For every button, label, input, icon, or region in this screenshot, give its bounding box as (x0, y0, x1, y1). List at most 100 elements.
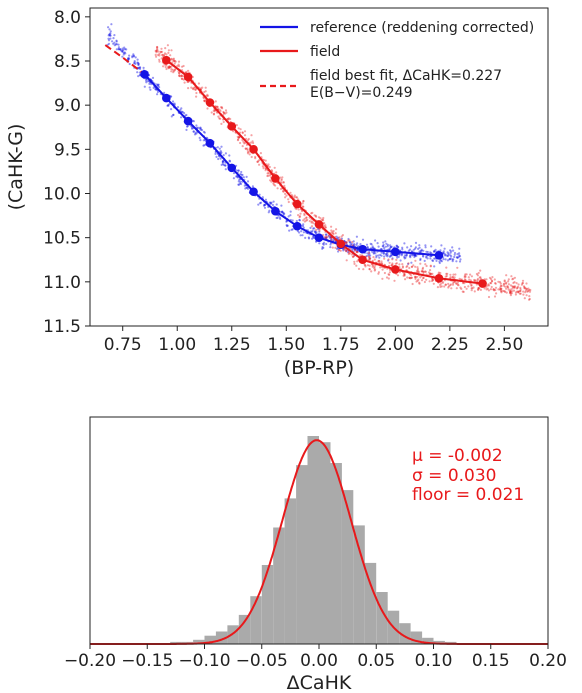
field-star (218, 117, 221, 120)
reference-star (185, 113, 188, 117)
field-star (398, 263, 401, 266)
histogram-panel: −0.20 −0.15 −0.10 −0.05 0.00 0.05 0.10 0.15 0.20… (64, 416, 567, 693)
reference-star (275, 216, 278, 220)
reference-star (109, 34, 112, 37)
field-star (219, 117, 222, 120)
field-star (155, 50, 158, 53)
field-star (523, 286, 526, 289)
field-star (419, 262, 422, 265)
field-star (518, 292, 522, 295)
field-star (472, 286, 475, 289)
reference-star (354, 248, 357, 251)
field-star (499, 282, 502, 285)
field-star (410, 265, 414, 268)
field-star (372, 264, 375, 267)
reference-star (401, 246, 404, 249)
reference-star (337, 236, 340, 239)
reference-star (389, 244, 392, 247)
hist-x-tick-label: 0.15 (472, 651, 510, 671)
field-star (264, 169, 267, 172)
reference-star (419, 257, 422, 260)
field-star (222, 118, 225, 121)
stat-mu: μ = -0.002 (412, 446, 503, 466)
field-star (420, 270, 424, 273)
reference-star (369, 254, 372, 257)
field-star (370, 270, 373, 273)
reference-star (296, 230, 299, 233)
field-star (322, 219, 325, 222)
field-star (417, 278, 420, 281)
reference-star (414, 247, 417, 250)
field-star (420, 279, 424, 282)
reference-star (245, 175, 248, 178)
reference-star (190, 126, 193, 129)
reference-star (117, 46, 120, 49)
reference-star (185, 128, 188, 131)
field-star (311, 220, 314, 223)
field-star (289, 191, 292, 194)
reference-mean-point (271, 206, 280, 216)
reference-star (395, 244, 398, 248)
reference-star (309, 226, 312, 229)
field-star (324, 226, 327, 229)
reference-star (134, 62, 137, 65)
field-star (505, 281, 508, 284)
field-star (212, 113, 215, 116)
field-star (272, 182, 275, 185)
reference-star (145, 81, 148, 84)
reference-star (300, 230, 303, 233)
reference-star (403, 254, 406, 257)
field-star (373, 267, 376, 270)
field-star (402, 274, 405, 277)
field-star (429, 272, 432, 276)
reference-star (108, 28, 111, 31)
field-star (417, 270, 420, 273)
field-star (157, 50, 160, 53)
field-star (440, 282, 443, 285)
reference-star (114, 43, 117, 46)
field-mean-point (434, 274, 444, 283)
reference-star (148, 82, 151, 85)
field-star (527, 287, 530, 290)
field-star (268, 165, 271, 169)
reference-star (378, 256, 381, 259)
field-star (412, 264, 415, 267)
reference-star (261, 196, 264, 199)
reference-star (263, 203, 266, 206)
reference-star (133, 62, 136, 65)
field-star (246, 147, 249, 150)
field-star (368, 264, 371, 267)
field-star (181, 65, 184, 68)
field-star (388, 264, 391, 267)
field-star (414, 275, 417, 278)
reference-star (420, 249, 423, 252)
field-star (521, 279, 525, 282)
field-star (429, 269, 432, 272)
reference-star (115, 48, 118, 51)
reference-star (282, 211, 285, 214)
reference-star (111, 40, 114, 43)
reference-star (447, 253, 450, 256)
field-star (511, 278, 514, 281)
reference-star (401, 253, 404, 256)
reference-star (302, 223, 305, 226)
field-star (353, 262, 356, 265)
reference-star (133, 60, 136, 63)
field-star (330, 229, 333, 232)
field-star (452, 282, 455, 285)
field-star (337, 248, 341, 251)
reference-star (156, 90, 159, 94)
histogram-bar (273, 527, 285, 644)
field-star (515, 287, 519, 290)
field-star (428, 280, 431, 283)
reference-star (374, 252, 377, 255)
reference-star (318, 242, 321, 245)
field-star (406, 276, 409, 279)
field-mean-point (391, 265, 400, 274)
field-star (267, 174, 270, 177)
reference-star (404, 256, 407, 259)
field-star (156, 46, 159, 49)
field-star (510, 292, 513, 295)
field-star (421, 268, 424, 271)
field-star (424, 270, 427, 273)
